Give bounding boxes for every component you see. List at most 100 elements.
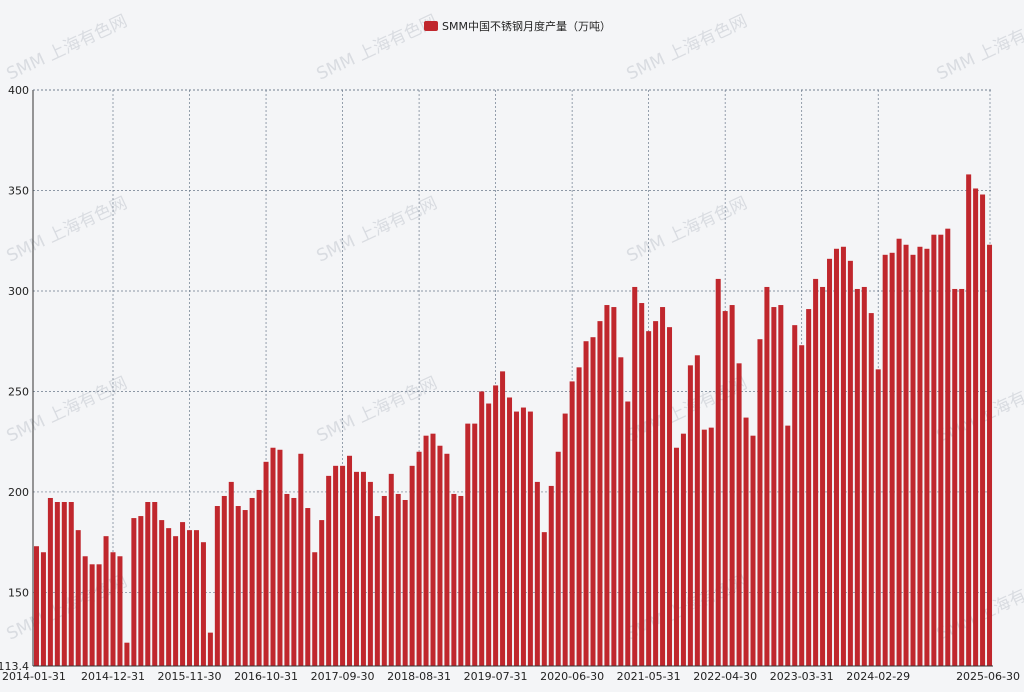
bar-2024-03-31[interactable] [882, 254, 888, 666]
bar-2017-12-31[interactable] [360, 471, 366, 666]
bar-2017-07-31[interactable] [326, 475, 332, 666]
bar-2017-09-30[interactable] [340, 465, 346, 666]
bar-2023-04-30[interactable] [806, 309, 812, 666]
bar-2019-08-31[interactable] [500, 371, 506, 666]
bar-2015-09-30[interactable] [173, 536, 179, 666]
bar-2018-06-30[interactable] [402, 499, 408, 666]
legend[interactable]: SMM中国不锈钢月度产量（万吨） [424, 19, 611, 33]
bar-2023-09-30[interactable] [840, 246, 846, 667]
bar-2018-02-28[interactable] [374, 516, 380, 666]
bar-2021-05-31[interactable] [646, 331, 652, 666]
bar-2015-03-31[interactable] [131, 518, 137, 666]
bar-2025-05-31[interactable] [980, 194, 986, 666]
bar-2016-11-30[interactable] [270, 447, 276, 666]
legend-label[interactable]: SMM中国不锈钢月度产量（万吨） [442, 19, 611, 33]
bar-2024-10-31[interactable] [931, 234, 937, 666]
bar-2024-01-31[interactable] [868, 313, 874, 666]
bar-2021-10-31[interactable] [680, 433, 686, 666]
bar-2019-02-28[interactable] [458, 495, 464, 666]
bar-2018-01-31[interactable] [367, 481, 373, 666]
bar-2022-11-30[interactable] [771, 307, 777, 666]
bar-2014-08-31[interactable] [82, 556, 88, 666]
bar-2015-11-30[interactable] [187, 530, 193, 666]
bar-2016-08-31[interactable] [249, 497, 255, 666]
bar-2023-01-31[interactable] [785, 425, 791, 666]
bar-2014-06-30[interactable] [68, 502, 74, 666]
bar-2014-10-31[interactable] [96, 564, 102, 666]
bar-2017-11-30[interactable] [353, 471, 359, 666]
bar-2017-10-31[interactable] [347, 455, 353, 666]
bar-2014-05-31[interactable] [61, 502, 67, 666]
bar-2016-10-31[interactable] [263, 461, 269, 666]
bar-2018-12-31[interactable] [444, 453, 450, 666]
bar-2020-08-31[interactable] [583, 341, 589, 666]
bar-2014-07-31[interactable] [75, 530, 81, 666]
bar-2019-11-30[interactable] [520, 407, 526, 666]
bar-2020-06-30[interactable] [569, 381, 575, 666]
bar-2023-06-30[interactable] [820, 286, 826, 666]
bar-2023-07-31[interactable] [827, 258, 833, 666]
bar-2019-12-31[interactable] [527, 411, 533, 666]
bar-2020-07-31[interactable] [576, 367, 582, 666]
bar-2024-07-31[interactable] [910, 254, 916, 666]
bar-2023-12-31[interactable] [861, 286, 867, 666]
bar-2024-12-31[interactable] [945, 228, 951, 666]
bar-2021-11-30[interactable] [687, 365, 693, 666]
bar-2022-04-30[interactable] [722, 311, 728, 666]
bar-2022-02-28[interactable] [708, 427, 714, 666]
bar-2022-05-31[interactable] [729, 305, 735, 666]
bar-2024-08-31[interactable] [917, 246, 923, 667]
bar-2020-01-31[interactable] [534, 481, 540, 666]
bar-2015-06-30[interactable] [152, 502, 158, 666]
bar-2025-02-28[interactable] [959, 288, 965, 666]
bar-2023-03-31[interactable] [799, 345, 805, 666]
bar-2016-02-29[interactable] [207, 632, 213, 666]
bar-2016-03-31[interactable] [214, 506, 220, 666]
bar-2021-03-31[interactable] [632, 286, 638, 666]
bar-2016-01-31[interactable] [200, 542, 206, 666]
bar-2022-08-31[interactable] [750, 435, 756, 666]
bar-2014-11-30[interactable] [103, 536, 109, 666]
bar-2019-07-31[interactable] [493, 385, 499, 666]
bar-2020-03-31[interactable] [548, 485, 554, 666]
bar-2021-12-31[interactable] [694, 355, 700, 666]
bar-2020-10-31[interactable] [597, 321, 603, 666]
bar-2017-06-30[interactable] [319, 520, 325, 666]
bar-2022-09-30[interactable] [757, 339, 763, 666]
bar-2022-01-31[interactable] [701, 429, 707, 666]
bar-2023-11-30[interactable] [854, 288, 860, 666]
bar-2021-09-30[interactable] [673, 447, 679, 666]
bar-2020-09-30[interactable] [590, 337, 596, 666]
bar-2019-10-31[interactable] [513, 411, 519, 666]
bar-2014-01-31[interactable] [33, 546, 39, 666]
bar-2021-08-31[interactable] [667, 327, 673, 666]
bar-2021-02-28[interactable] [625, 401, 631, 666]
bar-2015-07-31[interactable] [159, 520, 165, 666]
bar-2018-05-31[interactable] [395, 493, 401, 666]
bar-2017-05-31[interactable] [312, 552, 318, 666]
bar-2015-02-28[interactable] [124, 642, 130, 666]
bar-2018-04-30[interactable] [388, 473, 394, 666]
bar-2023-08-31[interactable] [833, 248, 839, 667]
bar-2024-09-30[interactable] [924, 248, 930, 667]
bar-2019-01-31[interactable] [451, 493, 457, 666]
bar-2024-11-30[interactable] [938, 234, 944, 666]
bar-2022-03-31[interactable] [715, 278, 721, 666]
bar-2021-04-30[interactable] [639, 303, 645, 666]
bar-2024-06-30[interactable] [903, 244, 909, 667]
bar-2014-12-31[interactable] [110, 552, 116, 666]
bar-2019-05-31[interactable] [479, 391, 485, 666]
bar-2015-12-31[interactable] [193, 530, 199, 666]
bar-2015-08-31[interactable] [166, 528, 172, 666]
bar-2018-11-30[interactable] [437, 445, 443, 666]
bar-2016-12-31[interactable] [277, 449, 283, 666]
bar-2021-01-31[interactable] [618, 357, 624, 666]
bar-2020-02-29[interactable] [541, 532, 547, 666]
bar-2019-04-30[interactable] [472, 423, 478, 666]
bar-2016-07-31[interactable] [242, 510, 248, 666]
bar-2018-09-30[interactable] [423, 435, 429, 666]
bar-2017-02-28[interactable] [291, 497, 297, 666]
bar-2015-05-31[interactable] [145, 502, 151, 666]
bar-2018-10-31[interactable] [430, 433, 436, 666]
bar-2016-09-30[interactable] [256, 489, 262, 666]
